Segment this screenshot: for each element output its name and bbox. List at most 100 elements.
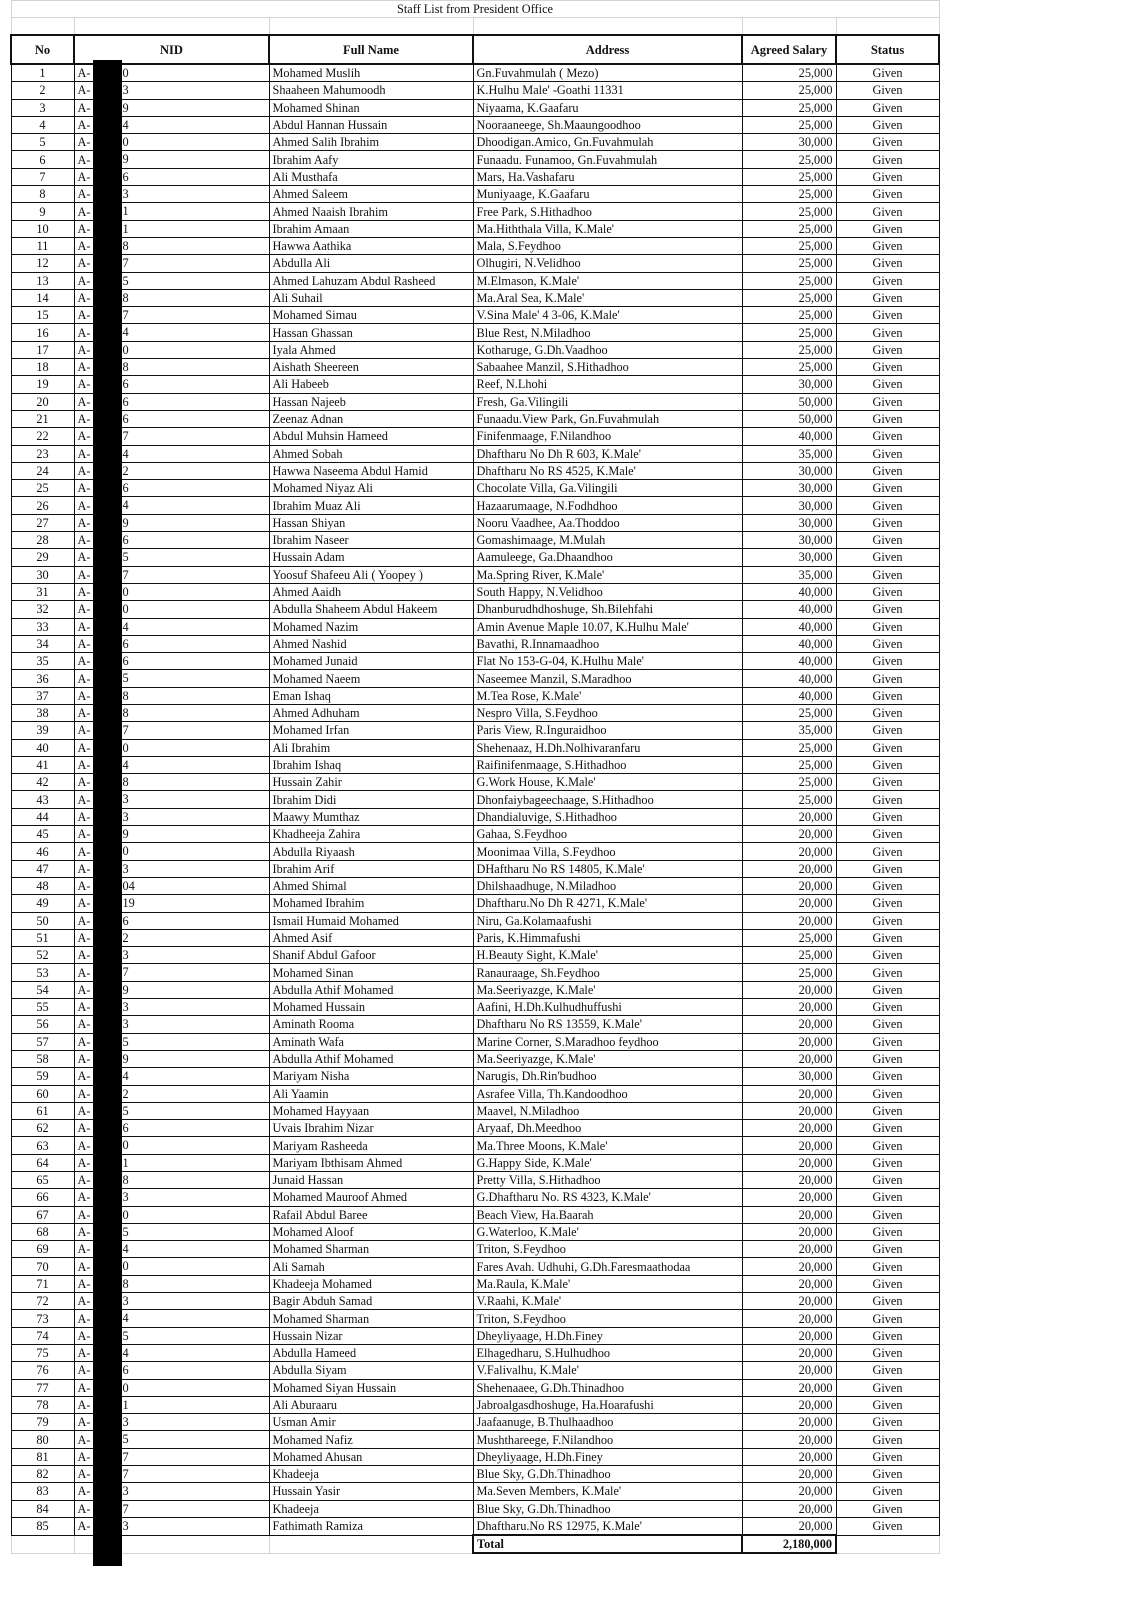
address: Hazaarumaage, N.Fodhdhoo [472,496,743,515]
agreed-salary: 25,000 [741,755,837,775]
address: Dhaftharu No Dh R 603, K.Male' [472,444,743,463]
nid-prefix: A- [77,100,91,115]
full-name: Uvais Ibrahim Nizar [268,1119,474,1138]
full-name: Ahmed Aaidh [268,582,474,602]
table-row: 80 A- 5 Mohamed Nafiz Mushthareege, F.Niland… [10,1430,940,1449]
full-name: Abdulla Shaheem Abdul Hakeem [268,600,474,619]
agreed-salary: 50,000 [741,409,837,429]
status: Given [835,1153,940,1173]
agreed-salary: 25,000 [741,219,837,238]
row-number: 33 [10,617,75,636]
nid-prefix: A- [77,1294,91,1309]
nid-prefix: A- [77,1138,91,1153]
nid-visible-end: 3 [122,792,129,807]
status: Given [835,669,940,688]
status: Given [835,202,940,221]
table-row: 78 A- 1 Ali Aburaaru Jabroalgasdhoshuge, Ha.… [10,1395,940,1415]
nid-visible-end: 5 [122,273,129,288]
table-row: 26 A- 4 Ibrahim Muaz Ali Hazaarumaage, N.Fod… [10,496,940,515]
nid-visible-end: 4 [122,446,129,461]
status: Given [835,115,940,135]
address: Niru, Ga.Kolamaafushi [472,911,743,930]
agreed-salary: 30,000 [741,375,837,394]
full-name: Abdulla Hameed [268,1343,474,1363]
status: Given [835,1499,940,1518]
nid-visible-end: 3 [122,83,129,98]
nid-visible-end: 9 [122,827,129,842]
nid-visible-end: 6 [122,636,129,651]
agreed-salary: 25,000 [741,790,837,809]
table-row: 72 A- 3 Bagir Abduh Samad V.Raahi, K.Male' 20… [10,1292,940,1311]
full-name: Ali Samah [268,1257,474,1276]
agreed-salary: 20,000 [741,1516,837,1536]
row-number: 84 [10,1499,75,1518]
address: Sabaahee Manzil, S.Hithadhoo [472,358,743,377]
full-name: Mohamed Sharman [268,1240,474,1259]
nid-prefix: A- [77,1467,91,1482]
row-number: 5 [10,133,75,152]
table-row: 45 A- 9 Khadheeja Zahira Gahaa, S.Feydhoo 20,… [10,825,940,844]
agreed-salary: 25,000 [741,236,837,256]
row-number: 27 [10,513,75,533]
row-number: 48 [10,876,75,896]
status: Given [835,1326,940,1345]
full-name: Ibrahim Aafy [268,150,474,169]
address: Chocolate Villa, Ga.Vilingili [472,479,743,498]
table-row: 61 A- 5 Mohamed Hayyaan Maavel, N.Miladhoo 20… [10,1101,940,1121]
agreed-salary: 20,000 [741,1136,837,1155]
nid-prefix: A- [77,481,91,496]
nid-visible-end: 04 [122,878,135,893]
table-row: 40 A- 0 Ali Ibrahim Shehenaaz, H.Dh.Nolhivar… [10,738,940,757]
nid-visible-end: 7 [122,308,129,323]
full-name: Abdulla Riyaash [268,842,474,861]
nid-prefix: A- [77,1380,91,1395]
nid-cell: A- 3 [73,1516,270,1536]
table-row: 11 A- 8 Hawwa Aathika Mala, S.Feydhoo 25,000 G… [10,236,940,256]
agreed-salary: 25,000 [741,202,837,221]
row-number: 85 [10,1516,75,1536]
address: Blue Sky, G.Dh.Thinadhoo [472,1499,743,1518]
address: Funaadu. Funamoo, Gn.Fuvahmulah [472,150,743,169]
nid-prefix: A- [77,602,91,617]
agreed-salary: 25,000 [741,98,837,117]
status: Given [835,652,940,671]
nid-visible-end: 4 [122,1069,129,1084]
nid-prefix: A- [77,515,91,530]
nid-prefix: A- [77,1173,91,1188]
nid-prefix: A- [77,1207,91,1222]
address: Ma.Three Moons, K.Male' [472,1136,743,1155]
nid-prefix: A- [77,567,91,582]
table-row: 75 A- 4 Abdulla Hameed Elhagedharu, S.Hulhud… [10,1343,940,1363]
status: Given [835,738,940,757]
address: Paris View, R.Inguraidhoo [472,721,743,740]
nid-prefix: A- [77,221,91,236]
agreed-salary: 20,000 [741,1430,837,1449]
row-number: 4 [10,115,75,135]
status: Given [835,790,940,809]
nid-prefix: A- [77,1242,91,1257]
full-name: Mohamed Siyan Hussain [268,1378,474,1397]
row-number: 67 [10,1205,75,1224]
table-row: 84 A- 7 Khadeeja Blue Sky, G.Dh.Thinadhoo 20,… [10,1499,940,1518]
nid-prefix: A- [77,792,91,807]
address: Dhandialuvige, S.Hithadhoo [472,807,743,827]
status: Given [835,1136,940,1155]
nid-cell: A- 6 [73,392,270,411]
address: Ma.Raula, K.Male' [472,1274,743,1294]
full-name: Ibrahim Ishaq [268,755,474,775]
row-number: 28 [10,531,75,550]
address: G.Waterloo, K.Male' [472,1222,743,1242]
agreed-salary: 25,000 [741,323,837,342]
address: Amin Avenue Maple 10.07, K.Hulhu Male' [472,617,743,636]
table-row: 46 A- 0 Abdulla Riyaash Moonimaa Villa, S.Fe… [10,842,940,861]
row-number: 25 [10,479,75,498]
row-number: 78 [10,1395,75,1415]
address: Ma.Aral Sea, K.Male' [472,288,743,308]
row-number: 41 [10,755,75,775]
nid-visible-end: 8 [122,775,129,790]
row-number: 31 [10,582,75,602]
address: Pretty Villa, S.Hithadhoo [472,1170,743,1190]
nid-visible-end: 8 [122,1276,129,1291]
agreed-salary: 20,000 [741,1447,837,1467]
nid-prefix: A- [77,342,91,357]
